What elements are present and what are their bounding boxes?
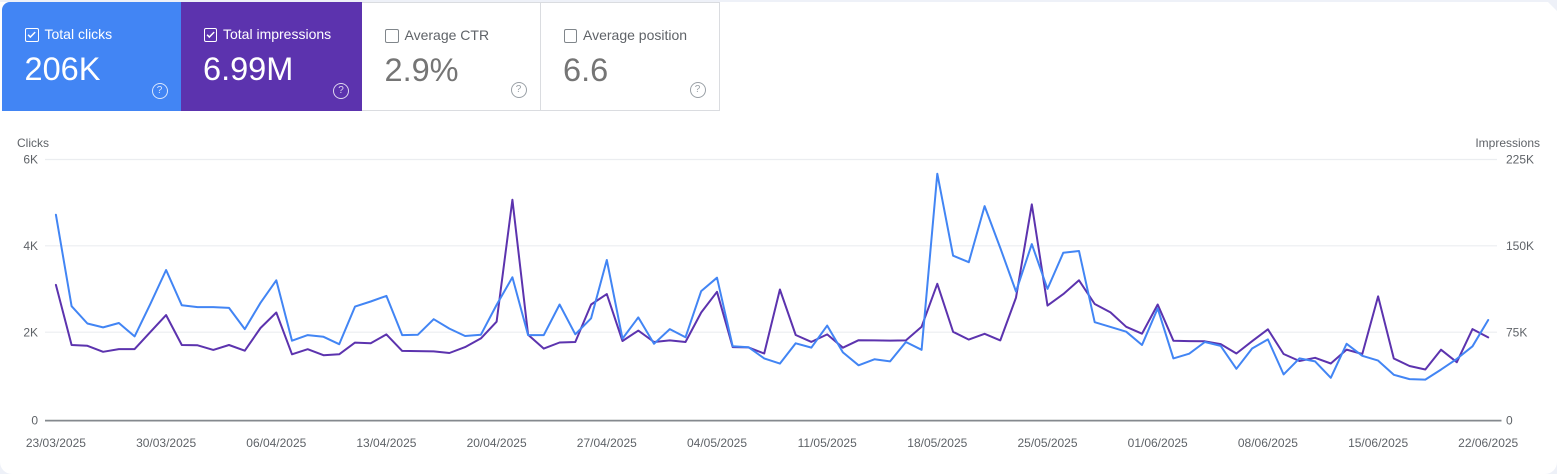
svg-text:06/04/2025: 06/04/2025: [246, 436, 306, 450]
svg-text:22/06/2025: 22/06/2025: [1458, 436, 1518, 450]
svg-text:08/06/2025: 08/06/2025: [1238, 436, 1298, 450]
svg-text:15/06/2025: 15/06/2025: [1348, 436, 1408, 450]
svg-text:18/05/2025: 18/05/2025: [907, 436, 967, 450]
svg-text:Impressions: Impressions: [1475, 136, 1540, 150]
svg-text:2K: 2K: [23, 325, 38, 339]
svg-text:0: 0: [31, 414, 38, 428]
svg-text:01/06/2025: 01/06/2025: [1128, 436, 1188, 450]
svg-text:04/05/2025: 04/05/2025: [687, 436, 747, 450]
svg-text:25/05/2025: 25/05/2025: [1017, 436, 1077, 450]
svg-text:11/05/2025: 11/05/2025: [798, 436, 857, 450]
svg-text:13/04/2025: 13/04/2025: [356, 436, 416, 450]
svg-text:6K: 6K: [23, 153, 38, 167]
svg-text:Clicks: Clicks: [17, 136, 49, 150]
svg-text:225K: 225K: [1506, 153, 1534, 167]
svg-text:0: 0: [1506, 414, 1513, 428]
svg-text:23/03/2025: 23/03/2025: [26, 436, 86, 450]
svg-text:20/04/2025: 20/04/2025: [467, 436, 527, 450]
svg-text:27/04/2025: 27/04/2025: [577, 436, 637, 450]
svg-text:30/03/2025: 30/03/2025: [136, 436, 196, 450]
svg-text:75K: 75K: [1506, 325, 1527, 339]
svg-text:150K: 150K: [1506, 239, 1534, 253]
svg-text:4K: 4K: [23, 239, 38, 253]
